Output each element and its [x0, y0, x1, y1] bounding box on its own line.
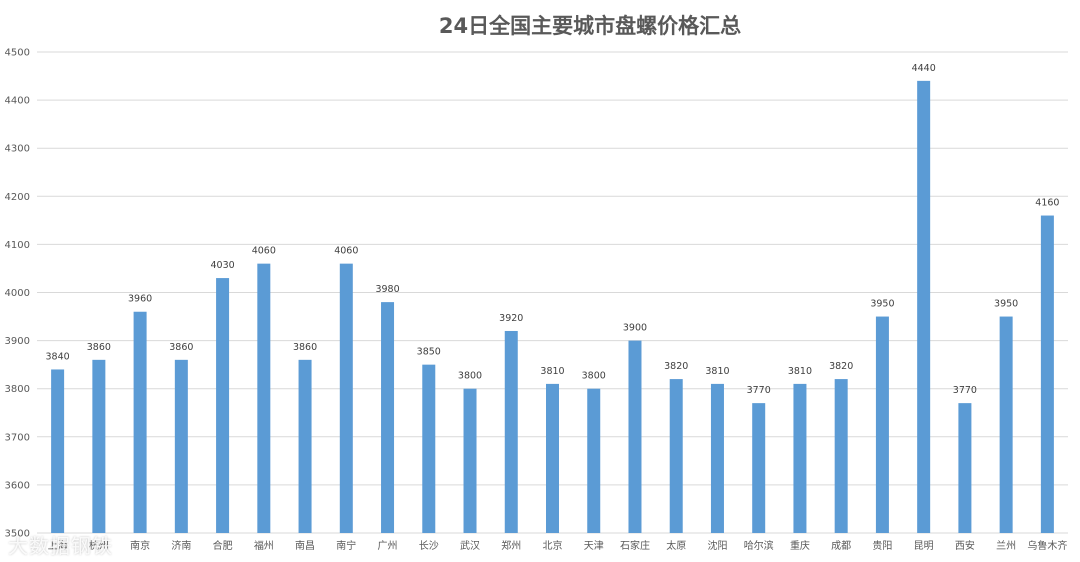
bar — [958, 403, 972, 533]
x-tick-label: 昆明 — [914, 540, 934, 552]
y-tick-label: 4500 — [5, 48, 30, 59]
x-tick-label: 天津 — [584, 540, 604, 552]
data-label: 3810 — [788, 366, 812, 377]
bar — [669, 379, 683, 533]
bar — [381, 302, 395, 533]
data-label: 4440 — [912, 63, 936, 74]
x-tick-label: 长沙 — [419, 540, 439, 552]
x-tick-label: 乌鲁木齐 — [1027, 539, 1067, 552]
y-tick-label: 3900 — [5, 336, 30, 347]
data-label: 3810 — [540, 366, 564, 377]
x-tick-label: 太原 — [666, 539, 686, 552]
data-label: 4060 — [252, 246, 276, 257]
x-tick-label: 济南 — [171, 539, 191, 552]
x-tick-label: 郑州 — [501, 539, 521, 552]
bar — [875, 316, 889, 533]
bar — [917, 80, 931, 534]
bar — [216, 278, 230, 533]
x-tick-label: 广州 — [378, 540, 398, 552]
x-tick-label: 贵阳 — [872, 539, 892, 552]
data-label: 3980 — [375, 284, 399, 295]
x-tick-label: 上海 — [48, 539, 68, 552]
bar — [999, 316, 1013, 533]
x-tick-label: 石家庄 — [620, 539, 650, 552]
x-tick-label: 武汉 — [460, 539, 480, 552]
y-tick-label: 3800 — [5, 384, 30, 395]
y-tick-label: 4300 — [5, 144, 30, 155]
watermark-logo: 大数据钢铁 — [8, 534, 113, 558]
bar — [1040, 215, 1054, 534]
bar — [546, 383, 559, 533]
y-tick-label: 3600 — [5, 480, 30, 491]
data-label: 3860 — [87, 342, 111, 353]
data-label: 4160 — [1035, 198, 1059, 209]
x-tick-label: 北京 — [543, 539, 563, 552]
data-label: 3860 — [169, 342, 193, 353]
chart-title: 24日全国主要城市盘螺价格汇总 — [438, 14, 742, 38]
data-label: 3860 — [293, 342, 317, 353]
bar — [710, 383, 724, 533]
bar — [834, 379, 848, 533]
bar — [257, 263, 271, 533]
bar — [174, 359, 188, 533]
bar — [587, 388, 601, 533]
data-label: 3820 — [664, 361, 688, 372]
data-label: 3850 — [417, 347, 441, 358]
data-label: 3950 — [870, 299, 894, 310]
x-tick-label: 福州 — [254, 539, 274, 552]
x-tick-label: 重庆 — [790, 539, 810, 552]
y-tick-label: 4400 — [5, 96, 30, 107]
data-label: 4060 — [334, 246, 358, 257]
y-tick-label: 3500 — [5, 529, 30, 540]
bar — [504, 330, 518, 533]
data-label: 3840 — [46, 351, 70, 362]
y-tick-label: 4100 — [5, 240, 30, 251]
x-tick-label: 沈阳 — [707, 539, 727, 552]
bar — [463, 388, 477, 533]
x-tick-label: 成都 — [831, 540, 851, 552]
x-tick-label: 西安 — [955, 539, 975, 552]
bar — [92, 359, 106, 533]
data-label: 3770 — [747, 385, 771, 396]
bar — [628, 340, 642, 533]
data-label: 3920 — [499, 313, 523, 324]
x-tick-label: 南京 — [130, 539, 150, 552]
x-tick-label: 南昌 — [295, 539, 315, 552]
data-label: 3800 — [458, 371, 482, 382]
bar — [752, 403, 766, 533]
bar — [793, 383, 807, 533]
x-tick-label: 兰州 — [996, 539, 1016, 552]
data-label: 3950 — [994, 299, 1018, 310]
bar — [339, 263, 353, 533]
data-label: 4030 — [210, 260, 234, 271]
data-label: 3800 — [582, 371, 606, 382]
bar — [51, 369, 65, 533]
x-tick-label: 南宁 — [336, 539, 356, 552]
data-label: 3810 — [705, 366, 729, 377]
y-tick-label: 4200 — [5, 192, 30, 203]
data-label: 3900 — [623, 323, 647, 334]
data-label: 3770 — [953, 385, 977, 396]
y-tick-label: 4000 — [5, 288, 30, 299]
bar — [422, 364, 436, 533]
x-tick-label: 杭州 — [89, 539, 109, 552]
data-label: 3820 — [829, 361, 853, 372]
x-tick-label: 哈尔滨 — [744, 539, 774, 552]
bar — [133, 311, 147, 533]
data-label: 3960 — [128, 294, 152, 305]
x-tick-label: 合肥 — [213, 539, 233, 552]
bar — [298, 359, 312, 533]
y-tick-label: 3700 — [5, 432, 30, 443]
